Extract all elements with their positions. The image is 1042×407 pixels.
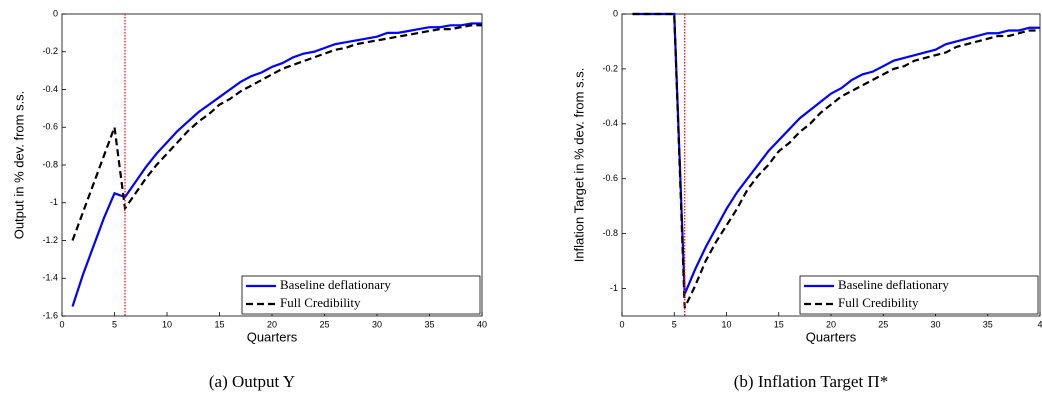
y-tick-label: -1.4 <box>42 273 58 283</box>
plot-frame <box>61 13 483 317</box>
x-tick-label: 4 <box>1037 319 1042 329</box>
x-tick-label: 30 <box>930 319 940 329</box>
caption: (b) Inflation Target Π* <box>734 372 888 391</box>
y-axis-label: Output in % dev. from s.s. <box>11 91 26 240</box>
plot-lines <box>71 22 482 307</box>
x-tick-label: 0 <box>59 319 64 329</box>
legend-label: Baseline deflationary <box>280 277 391 292</box>
y-tick-label: -0.2 <box>42 46 58 56</box>
y-tick-label: -0.4 <box>602 118 618 128</box>
y-tick-label: -1 <box>50 197 58 207</box>
x-axis-label: Quarters <box>806 329 857 344</box>
legend-box <box>241 275 481 315</box>
plot-frame <box>621 13 1041 317</box>
x-tick-label: 20 <box>267 319 277 329</box>
legend-label: Full Credibility <box>280 295 361 310</box>
x-tick-label: 15 <box>774 319 784 329</box>
y-tick-label: -0.8 <box>42 159 58 169</box>
x-tick-label: 15 <box>214 319 224 329</box>
caption: (a) Output Y <box>209 372 295 391</box>
y-tick-label: -0.6 <box>602 173 618 183</box>
y-tick-label: -1.2 <box>42 235 58 245</box>
x-tick-label: 5 <box>112 319 117 329</box>
y-tick-label: -0.4 <box>42 84 58 94</box>
legend-label: Full Credibility <box>838 295 919 310</box>
series-line <box>632 12 1040 295</box>
series-line <box>632 12 1040 309</box>
y-tick-label: -0.2 <box>602 63 618 73</box>
x-axis-label: Quarters <box>247 329 298 344</box>
y-tick-label: 0 <box>613 8 618 18</box>
x-tick-label: 25 <box>878 319 888 329</box>
legend-box <box>799 275 1039 315</box>
x-tick-label: 35 <box>424 319 434 329</box>
x-tick-label: 25 <box>319 319 329 329</box>
y-tick-label: -1.6 <box>42 310 58 320</box>
x-tick-label: 30 <box>372 319 382 329</box>
y-tick-label: 0 <box>53 8 58 18</box>
series-line <box>71 24 482 241</box>
y-tick-label: -1 <box>610 283 618 293</box>
x-tick-label: 40 <box>477 319 487 329</box>
x-tick-label: 35 <box>983 319 993 329</box>
x-tick-label: 10 <box>721 319 731 329</box>
x-tick-label: 10 <box>162 319 172 329</box>
y-tick-label: -0.6 <box>42 122 58 132</box>
x-tick-label: 5 <box>672 319 677 329</box>
x-tick-label: 20 <box>826 319 836 329</box>
legend-label: Baseline deflationary <box>838 277 949 292</box>
y-axis-label: Inflation Target in % dev. from s.s. <box>571 68 586 263</box>
series-line <box>71 22 482 307</box>
y-tick-label: -0.8 <box>602 228 618 238</box>
x-tick-label: 0 <box>619 319 624 329</box>
plot-lines <box>632 12 1040 309</box>
